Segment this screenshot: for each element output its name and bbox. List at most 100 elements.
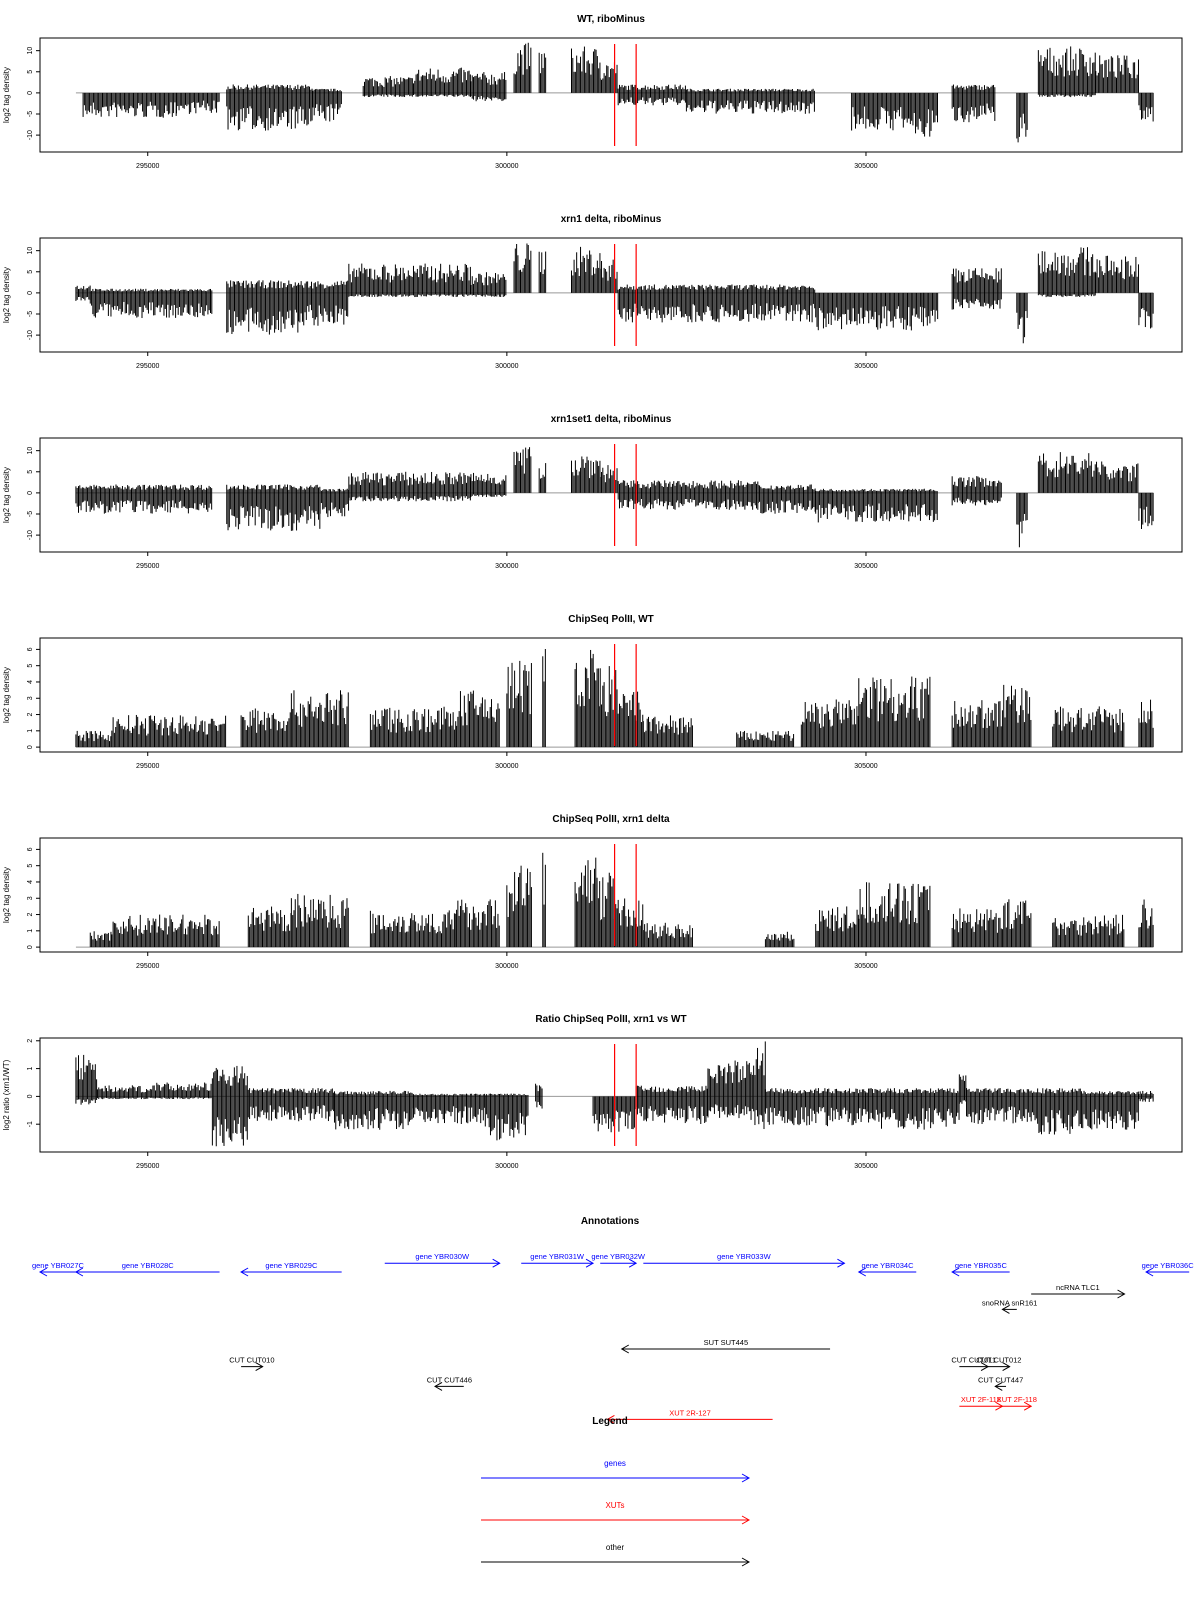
annotation-label: gene YBR031W [530,1252,585,1261]
panel-title: ChipSeq PolII, WT [568,614,654,625]
annotation-arrow: gene YBR031W [521,1252,595,1268]
y-tick-label: 10 [27,47,34,55]
y-tick-label: 6 [27,847,34,851]
annotation-label: snoRNA snR161 [982,1298,1037,1307]
track-panel: xrn1 delta, riboMinus log2 tag density -10… [2,214,1183,370]
y-tick-label: -5 [27,111,34,117]
y-tick-label: 3 [27,896,34,900]
y-tick-label: -10 [27,330,34,340]
y-axis-label: log2 tag density [2,867,11,923]
annotation-label: gene YBR030W [415,1252,470,1261]
plot-frame [39,437,1183,553]
annotations-panel: Annotations gene YBR027C gene YBR028C gene… [32,1216,1195,1424]
annotations-title: Annotations [581,1216,640,1227]
x-tick-label: 300000 [495,1163,518,1170]
plot-frame [39,1037,1183,1153]
annotation-label: ncRNA TLC1 [1056,1283,1100,1292]
panel-title: Ratio ChipSeq PolII, xrn1 vs WT [535,1014,686,1025]
y-tick-label: 4 [27,880,34,884]
x-tick-label: 300000 [495,563,518,570]
annotation-arrow: gene YBR032W [591,1252,646,1268]
panel-title: xrn1 delta, riboMinus [561,214,662,225]
y-axis-label: log2 ratio (xrn1/WT) [2,1059,11,1130]
annotation-arrow: gene YBR035C [951,1261,1010,1277]
annotation-label: gene YBR033W [717,1252,772,1261]
panel-title: xrn1set1 delta, riboMinus [551,414,672,425]
y-tick-label: 1 [27,929,34,933]
y-tick-label: 2 [27,912,34,916]
y-tick-label: 0 [27,945,34,949]
legend-entries: genes XUTs other [481,1459,751,1567]
y-axis-label: log2 tag density [2,467,11,523]
annotation-label: CUT CUT010 [229,1356,274,1365]
annotation-arrow: snoRNA snR161 [982,1298,1037,1314]
annotation-label: XUT 2R-127 [669,1408,711,1417]
x-tick-label: 295000 [136,963,159,970]
x-tick-label: 295000 [136,1163,159,1170]
legend-entry: XUTs [481,1501,751,1525]
y-tick-label: 5 [27,664,34,668]
series-bars [75,447,1154,548]
annotation-arrow: gene YBR034C [857,1261,917,1277]
legend-label: other [606,1543,625,1552]
plot-frame [39,837,1183,953]
y-tick-label: 2 [27,1039,34,1043]
track-panel: xrn1set1 delta, riboMinus log2 tag densit… [2,414,1183,570]
series-bars [82,42,1154,143]
annotation-label: gene YBR035C [955,1261,1008,1270]
x-tick-label: 305000 [854,763,877,770]
annotation-arrow: CUT CUT010 [229,1356,275,1372]
annotation-label: gene YBR028C [122,1261,175,1270]
annotation-label: CUT CUT446 [427,1375,472,1384]
annotation-arrow: ncRNA TLC1 [1031,1283,1126,1299]
y-tick-label: 2 [27,712,34,716]
series-bars [75,648,1154,748]
y-axis-label: log2 tag density [2,667,11,723]
y-tick-label: 5 [27,470,34,474]
annotation-arrow: gene YBR028C [74,1261,220,1277]
y-tick-label: -5 [27,311,34,317]
annotation-label: SUT SUT445 [704,1338,748,1347]
annotation-label: CUT CUT012 [976,1356,1021,1365]
annotation-arrow: gene YBR036C [1142,1261,1195,1277]
y-tick-label: 0 [27,291,34,295]
annotation-arrow: gene YBR029C [240,1261,342,1277]
legend-label: XUTs [605,1501,624,1510]
plot-frame [39,237,1183,353]
x-tick-label: 300000 [495,363,518,370]
x-tick-label: 305000 [854,563,877,570]
annotation-label: XUT 2F-118 [961,1395,1001,1404]
annotation-arrow: CUT CUT012 [976,1356,1021,1372]
y-tick-label: 10 [27,447,34,455]
y-tick-label: 4 [27,680,34,684]
y-tick-label: 5 [27,70,34,74]
annotation-label: CUT CUT011 [951,1356,996,1365]
annotation-arrow: XUT 2F-118 [959,1395,1004,1411]
annotation-label: gene YBR027C [32,1261,85,1270]
annotation-arrow: XUT 2R-127 [606,1408,773,1424]
legend-panel: Legend genes XUTs other [481,1416,751,1567]
annotation-arrow: SUT SUT445 [620,1338,831,1354]
y-tick-label: 0 [27,91,34,95]
x-tick-label: 305000 [854,163,877,170]
panel-title: WT, riboMinus [577,14,645,25]
x-tick-label: 295000 [136,363,159,370]
annotation-label: gene YBR034C [862,1261,915,1270]
x-tick-label: 300000 [495,163,518,170]
y-tick-label: -10 [27,530,34,540]
track-panel: ChipSeq PolII, xrn1 delta log2 tag densit… [2,814,1183,970]
y-tick-label: 3 [27,696,34,700]
annotation-arrow: gene YBR027C [32,1261,85,1277]
plot-frame [39,637,1183,753]
x-tick-label: 305000 [854,363,877,370]
legend-entry: genes [481,1459,751,1483]
panel-title: ChipSeq PolII, xrn1 delta [552,814,670,825]
y-tick-label: -10 [27,130,34,140]
y-tick-label: 5 [27,864,34,868]
x-tick-label: 305000 [854,1163,877,1170]
y-tick-label: 0 [27,491,34,495]
annotation-label: gene YBR036C [1142,1261,1195,1270]
y-tick-label: 0 [27,745,34,749]
